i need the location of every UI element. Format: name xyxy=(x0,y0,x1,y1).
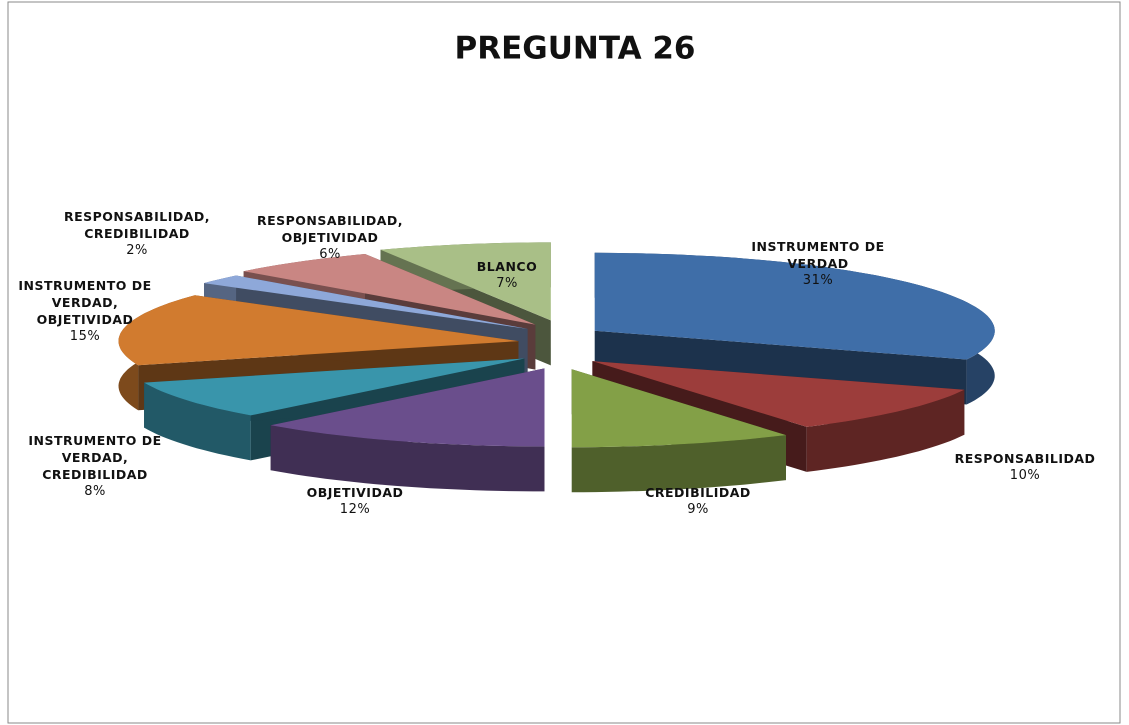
data-label: OBJETIVIDAD 12% xyxy=(275,484,435,518)
slice-group xyxy=(270,368,545,492)
label-value: 31% xyxy=(802,273,834,288)
slice-side xyxy=(144,382,251,461)
slice-side xyxy=(270,425,545,492)
slice-side xyxy=(571,435,786,493)
pie-slice xyxy=(204,275,528,329)
label-value: 8% xyxy=(84,484,106,499)
label-category: INSTRUMENTO DE VERDAD, OBJETIVIDAD xyxy=(18,278,152,327)
slice-side xyxy=(806,389,965,472)
pie-slice xyxy=(380,242,551,321)
label-value: 9% xyxy=(687,502,709,517)
data-label: INSTRUMENTO DE VERDAD, OBJETIVIDAD 15% xyxy=(15,277,155,345)
label-category: BLANCO xyxy=(476,259,538,274)
pie-slice xyxy=(243,254,536,325)
pie-slice xyxy=(270,368,545,447)
label-value: 7% xyxy=(496,276,518,291)
label-value: 12% xyxy=(339,502,371,517)
pie-slice xyxy=(144,358,525,416)
label-value: 6% xyxy=(319,247,341,262)
label-category: RESPONSABILIDAD, OBJETIVIDAD xyxy=(256,213,404,245)
label-category: INSTRUMENTO DE VERDAD, CREDIBILIDAD xyxy=(28,433,162,482)
data-label: INSTRUMENTO DE VERDAD 31% xyxy=(733,238,903,289)
data-label: BLANCO 7% xyxy=(457,258,557,292)
data-label: RESPONSABILIDAD, CREDIBILIDAD 2% xyxy=(50,208,225,259)
data-label: RESPONSABILIDAD, OBJETIVIDAD 6% xyxy=(230,212,430,263)
label-value: 10% xyxy=(1009,468,1041,483)
label-category: OBJETIVIDAD xyxy=(306,485,404,500)
pie-slice xyxy=(118,295,519,366)
label-value: 2% xyxy=(126,243,148,258)
chart-title: PREGUNTA 26 xyxy=(455,31,696,67)
pie-slice xyxy=(592,361,965,427)
label-category: INSTRUMENTO DE VERDAD xyxy=(751,239,885,271)
slice-group xyxy=(594,252,995,405)
label-category: CREDIBILIDAD xyxy=(645,485,751,500)
pie-slice xyxy=(571,369,786,448)
label-category: RESPONSABILIDAD, CREDIBILIDAD xyxy=(63,209,211,241)
data-label: RESPONSABILIDAD 10% xyxy=(925,450,1125,484)
slice-group xyxy=(571,369,786,493)
pie-slice xyxy=(594,252,995,360)
data-label: INSTRUMENTO DE VERDAD, CREDIBILIDAD 8% xyxy=(25,432,165,500)
data-label: CREDIBILIDAD 9% xyxy=(618,484,778,518)
label-category: RESPONSABILIDAD xyxy=(954,451,1096,466)
label-value: 15% xyxy=(69,329,101,344)
